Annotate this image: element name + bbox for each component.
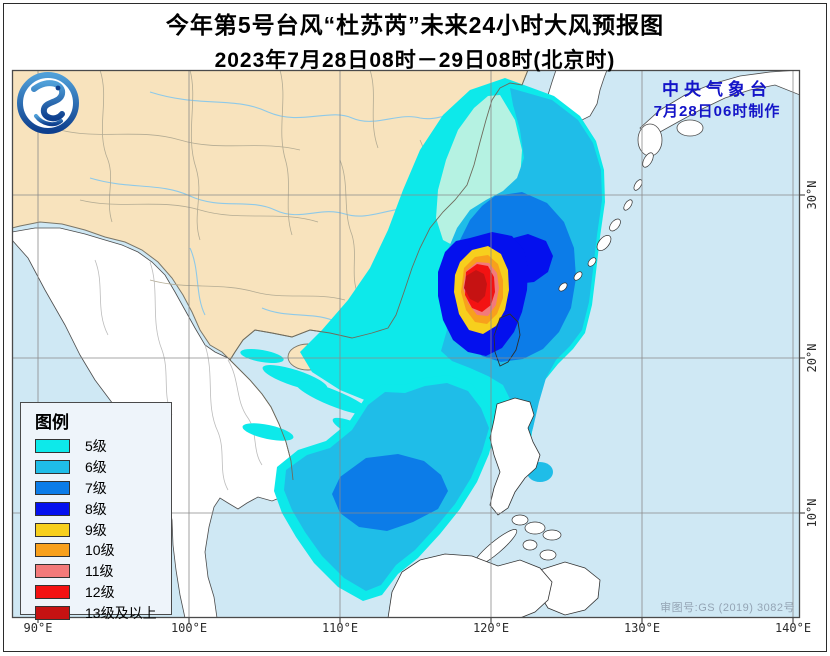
legend-label: 6级 — [85, 459, 107, 476]
legend-swatch-13plus — [35, 605, 70, 620]
lon-label-140e: 140°E — [774, 621, 812, 635]
legend-row: 9级 — [35, 519, 171, 540]
map-approval-number: 审图号:GS (2019) 3082号 — [660, 602, 795, 614]
japan-shikoku — [676, 119, 704, 137]
luzon-island — [489, 397, 541, 516]
lon-label-120e: 120°E — [472, 621, 510, 635]
graticule — [12, 70, 800, 618]
lon-label-100e: 100°E — [170, 621, 208, 635]
legend-row: 10级 — [35, 540, 171, 561]
lat-label-10n: 10°N — [805, 498, 819, 528]
lon-label-130e: 130°E — [623, 621, 661, 635]
legend-row: 11级 — [35, 561, 171, 582]
page-subtitle: 2023年7月28日08时－29日08时(北京时) — [214, 49, 616, 72]
borneo-island — [387, 553, 553, 618]
legend-row: 5级 — [35, 436, 171, 457]
agency-watermark: 中央气象台 7月28日06时制作 — [622, 79, 812, 122]
lat-label-30n: 30°N — [805, 180, 819, 210]
lat-label-20n: 20°N — [805, 343, 819, 373]
legend-title: 图例 — [35, 413, 69, 432]
coastline-overlay — [227, 70, 529, 481]
legend-label: 10级 — [85, 542, 115, 559]
legend-swatch-12 — [35, 584, 70, 599]
title-block: 今年第5号台风“杜苏芮”未来24小时大风预报图 2023年7月28日08时－29… — [0, 6, 830, 74]
legend-swatch-9 — [35, 522, 70, 537]
legend-label: 12级 — [85, 583, 115, 600]
legend-row: 13级及以上 — [35, 602, 171, 623]
legend-swatch-10 — [35, 543, 70, 558]
legend-row: 7级 — [35, 478, 171, 499]
lon-label-90e: 90°E — [23, 621, 53, 635]
legend-row: 6级 — [35, 457, 171, 478]
legend-swatch-5 — [35, 439, 70, 454]
lon-label-110e: 110°E — [321, 621, 359, 635]
visayas-islands — [511, 514, 562, 561]
legend-label: 9级 — [85, 521, 107, 538]
cma-dragon-logo — [17, 72, 79, 134]
legend-row: 12级 — [35, 582, 171, 603]
legend-label: 8级 — [85, 500, 107, 517]
legend-swatch-8 — [35, 501, 70, 516]
map-border — [11, 69, 801, 619]
legend-row: 8级 — [35, 498, 171, 519]
legend-swatch-11 — [35, 564, 70, 579]
wind-area-13 — [464, 270, 487, 303]
province-borders — [59, 70, 433, 301]
legend-label: 7级 — [85, 479, 107, 496]
legend-label: 11级 — [85, 563, 114, 580]
japan-honshu — [639, 70, 800, 136]
country-borders — [94, 259, 263, 491]
wind-area-7-south — [332, 454, 448, 531]
ryukyu-islands — [558, 152, 654, 292]
taiwan-outline — [493, 313, 521, 367]
legend-swatch-6 — [35, 460, 70, 475]
legend-label: 13级及以上 — [85, 604, 157, 621]
legend: 图例 5级 6级 7级 8级 9级 10级 11级 — [20, 402, 172, 621]
legend-swatch-7 — [35, 480, 70, 495]
agency-name: 中央气象台 — [662, 80, 772, 99]
legend-label: 5级 — [85, 438, 107, 455]
issue-time: 7月28日06时制作 — [653, 102, 781, 120]
page-title: 今年第5号台风“杜苏芮”未来24小时大风预报图 — [165, 12, 665, 38]
